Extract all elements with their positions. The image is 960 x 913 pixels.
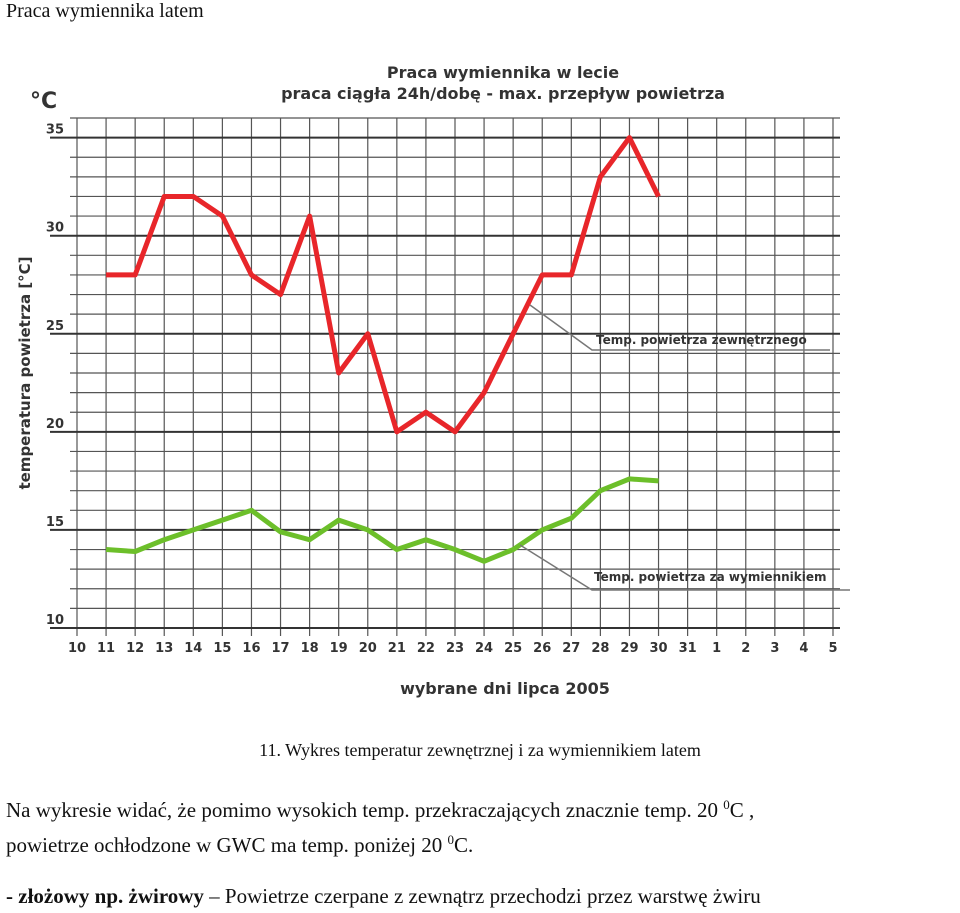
x-tick-label: 17 <box>271 641 289 656</box>
text: powietrze ochłodzone w GWC ma temp. poni… <box>6 833 448 857</box>
text: Na wykresie widać, że pomimo wysokich te… <box>6 798 724 822</box>
text: - złożowy np. żwirowy <box>6 884 204 908</box>
caption: 11. Wykres temperatur zewnętrznej i za w… <box>259 740 701 760</box>
text: 0 <box>447 832 454 847</box>
x-tick-label: 10 <box>68 641 86 656</box>
y-tick-label: 20 <box>46 417 64 432</box>
x-tick-label: 28 <box>591 641 609 656</box>
x-tick-label: 30 <box>649 641 667 656</box>
chart-subtitle: praca ciągła 24h/dobę - max. przepływ po… <box>281 84 725 103</box>
x-tick-label: 26 <box>533 641 551 656</box>
series-label: Temp. powietrza za wymiennikiem <box>594 570 827 584</box>
x-tick-label: 1 <box>712 641 721 656</box>
x-tick-label: 31 <box>679 641 697 656</box>
x-tick-label: 24 <box>475 641 493 656</box>
x-tick-label: 20 <box>359 641 377 656</box>
x-tick-label: 23 <box>446 641 464 656</box>
leader-line <box>519 544 850 591</box>
series-line <box>105 476 659 564</box>
x-tick-label: 12 <box>126 641 144 656</box>
y-tick-label: 35 <box>46 123 64 138</box>
unit-label: °C <box>30 89 57 114</box>
x-tick-label: 3 <box>770 641 779 656</box>
text: C , <box>729 798 755 822</box>
y-tick-label: 30 <box>46 221 64 236</box>
x-tick-label: 11 <box>97 641 115 656</box>
x-tick-label: 29 <box>620 641 638 656</box>
x-tick-label: 15 <box>213 641 231 656</box>
paragraph: Na wykresie widać, że pomimo wysokich te… <box>6 790 754 860</box>
text: – Powietrze czerpane z zewnątrz przechod… <box>203 884 761 908</box>
y-tick-label: 10 <box>46 613 64 628</box>
chart-title: Praca wymiennika w lecie <box>387 63 619 82</box>
x-tick-label: 27 <box>562 641 580 656</box>
x-axis-label: wybrane dni lipca 2005 <box>400 679 610 698</box>
x-tick-label: 22 <box>417 641 435 656</box>
text: 0 <box>723 797 730 812</box>
x-tick-label: 16 <box>242 641 260 656</box>
x-tick-label: 14 <box>184 641 202 656</box>
x-tick-label: 2 <box>741 641 750 656</box>
x-tick-label: 19 <box>330 641 348 656</box>
y-axis-label: temperatura powietrza [°C] <box>16 256 34 489</box>
series-line <box>106 135 661 435</box>
x-tick-label: 13 <box>155 641 173 656</box>
y-tick-label: 25 <box>46 319 64 334</box>
text: C. <box>453 833 474 857</box>
y-tick-label: 15 <box>46 515 64 530</box>
leader-line <box>529 304 830 351</box>
series-label: Temp. powietrza zewnętrznego <box>596 333 807 347</box>
heading: Praca wymiennika latem <box>6 0 204 22</box>
x-tick-label: 25 <box>504 641 522 656</box>
x-tick-label: 21 <box>388 641 406 656</box>
chart: 10 11 12 13 14 15 16 17 18 19 20 21 22 23 24 25 26 27 28 29… <box>16 63 850 698</box>
x-tick-label: 5 <box>828 641 837 656</box>
x-tick-label: 4 <box>799 641 808 656</box>
bullet: - złożowy np. żwirowy – Powietrze czerpa… <box>6 884 761 909</box>
x-tick-label: 18 <box>301 641 319 656</box>
